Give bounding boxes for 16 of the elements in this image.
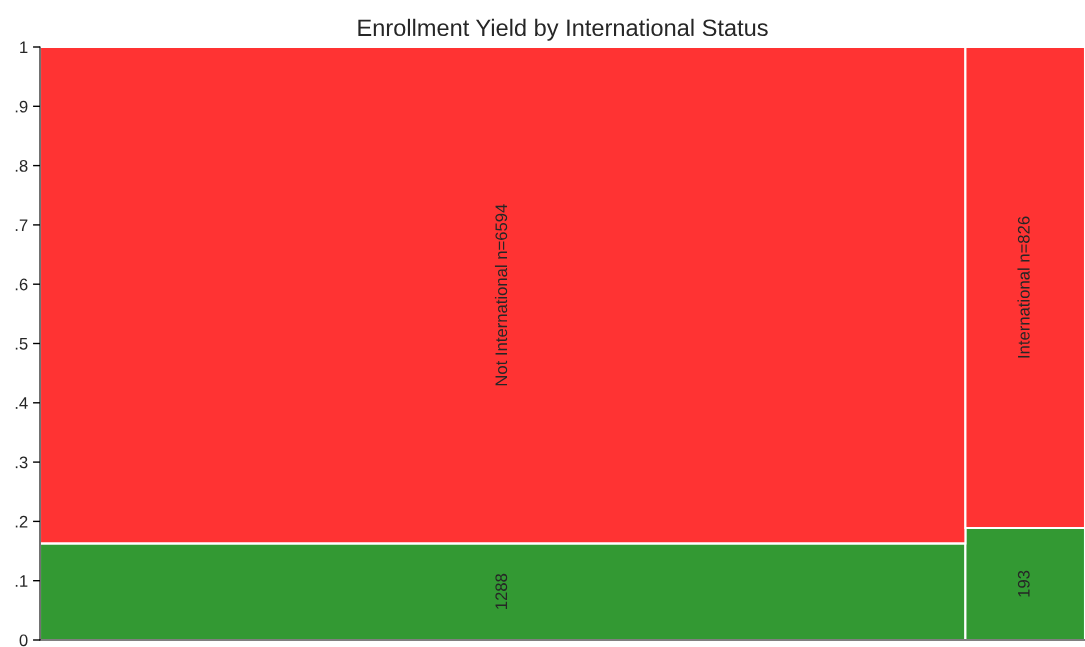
x-tick-label: International n=826: [1017, 216, 1030, 358]
y-tick-label: .7: [15, 219, 28, 231]
y-tick-label: 0: [19, 634, 28, 647]
y-tick-label: .9: [15, 100, 28, 113]
y-tick-label: .8: [15, 160, 28, 172]
y-tick-label: .3: [15, 456, 28, 469]
y-tick-label: .5: [15, 338, 28, 350]
text: 193: [1017, 570, 1030, 597]
y-tick-label: .1: [15, 575, 28, 587]
y-tick-label: .2: [15, 515, 28, 528]
x-tick-label: Not International n=6594: [494, 204, 508, 386]
y-tick-label: .6: [15, 278, 28, 291]
chart-title: Enrollment Yield by International Status: [358, 18, 768, 41]
y-tick-label: .4: [15, 397, 28, 409]
y-tick-label: 1: [20, 41, 28, 54]
annotation: 1288: [495, 573, 508, 609]
